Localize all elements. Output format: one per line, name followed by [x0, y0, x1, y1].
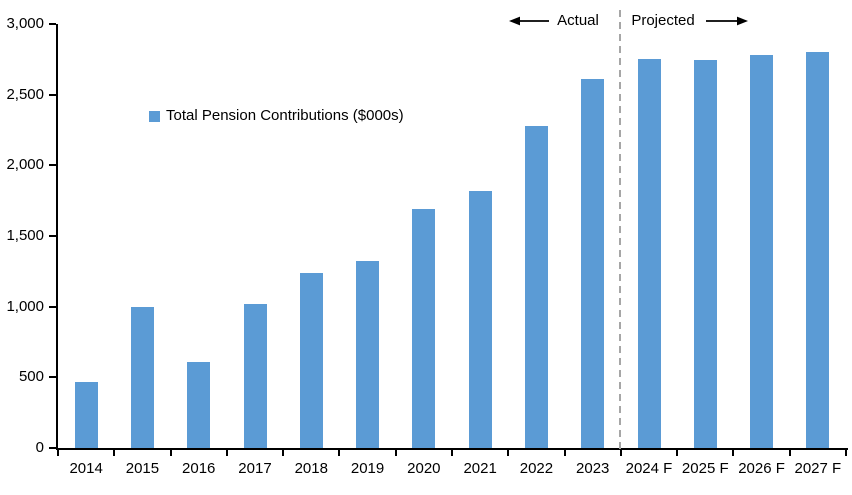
- legend-label: Total Pension Contributions ($000s): [166, 107, 404, 124]
- x-axis-tick: [788, 448, 791, 456]
- y-axis-tick: [49, 235, 56, 237]
- x-axis-tick-label: 2014: [69, 460, 103, 477]
- y-axis-tick-label: 2,500: [6, 85, 44, 103]
- x-axis-tick-label: 2023: [576, 460, 610, 477]
- y-axis-tick-label: 500: [18, 368, 44, 386]
- y-axis-tick-label: 2,000: [6, 156, 44, 174]
- y-axis-tick: [49, 305, 56, 308]
- x-axis-tick-label: 2019: [350, 460, 385, 477]
- bar-2023: [581, 79, 605, 448]
- bar-2014: [74, 381, 98, 448]
- actual-label: Actual: [557, 12, 599, 29]
- left-arrow-icon: [509, 16, 549, 26]
- bar-2021: [468, 191, 492, 448]
- x-axis-tick-label: 2021: [463, 460, 497, 477]
- bar-2017: [243, 303, 267, 448]
- y-axis-tick-label: 1,500: [6, 227, 44, 244]
- x-axis-tick: [169, 448, 172, 456]
- bar-2025-f: [693, 60, 717, 448]
- legend: Total Pension Contributions ($000s): [149, 107, 404, 125]
- bar-2018: [299, 273, 323, 448]
- x-axis-tick: [338, 448, 341, 456]
- x-axis-tick: [57, 448, 59, 456]
- x-axis-tick: [676, 448, 679, 456]
- x-axis-tick: [451, 448, 453, 456]
- bar-2024-f: [637, 58, 661, 448]
- y-axis-tick-label: 3,000: [6, 15, 44, 32]
- y-axis-tick: [49, 164, 56, 167]
- x-axis-tick-label: 2020: [407, 460, 441, 477]
- x-axis-tick-label: 2024 F: [625, 460, 673, 477]
- x-axis-tick-label: 2026 F: [738, 460, 785, 477]
- x-axis-tick: [394, 448, 397, 456]
- x-axis-tick: [113, 448, 116, 456]
- y-axis-line: [56, 24, 58, 450]
- bar-2020: [412, 209, 436, 448]
- legend-marker-icon: [149, 111, 160, 122]
- y-axis-tick: [49, 376, 56, 379]
- bar-2022: [524, 125, 548, 448]
- x-axis-tick: [282, 448, 285, 456]
- x-axis-tick: [563, 448, 566, 456]
- x-axis-tick-label: 2027 F: [794, 460, 842, 477]
- bar-2015: [130, 307, 154, 448]
- bar-2016: [187, 361, 211, 448]
- x-axis-tick: [845, 448, 847, 456]
- projected-label: Projected: [631, 12, 695, 29]
- bar-2026-f: [750, 55, 774, 448]
- x-axis-tick-label: 2018: [294, 460, 328, 477]
- right-arrow-icon: [706, 16, 748, 26]
- x-axis-tick-label: 2017: [238, 460, 272, 477]
- x-axis-tick: [732, 448, 735, 456]
- x-axis-tick-label: 2015: [125, 460, 160, 477]
- y-axis-tick-label: 1,000: [6, 297, 44, 315]
- x-axis-tick: [507, 448, 510, 456]
- bar-2019: [356, 261, 380, 448]
- y-axis-tick: [49, 447, 56, 449]
- x-axis-tick-label: 2025 F: [681, 460, 729, 477]
- bar-2027-f: [806, 52, 830, 448]
- y-axis-tick-label: 0: [35, 439, 44, 456]
- y-axis-tick: [49, 93, 56, 96]
- x-axis-tick: [225, 448, 228, 456]
- x-axis-tick-label: 2016: [182, 460, 216, 477]
- y-axis-tick: [49, 23, 56, 25]
- actual-projected-divider: [619, 10, 622, 450]
- x-axis-tick: [619, 448, 622, 456]
- x-axis-tick-label: 2022: [519, 460, 554, 477]
